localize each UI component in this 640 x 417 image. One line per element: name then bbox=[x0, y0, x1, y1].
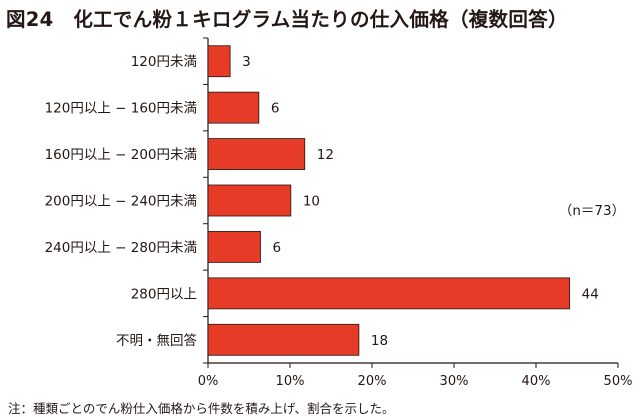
bar bbox=[207, 323, 360, 356]
sample-size-annotation: （n＝73） bbox=[559, 203, 625, 219]
x-tick-label: 50% bbox=[604, 374, 633, 389]
bar bbox=[207, 277, 571, 310]
bar bbox=[207, 91, 260, 124]
x-tick-label: 20% bbox=[358, 374, 387, 389]
data-label: 6 bbox=[271, 101, 280, 117]
x-tick-label: 40% bbox=[522, 374, 551, 389]
data-label: 18 bbox=[371, 333, 388, 349]
x-tick-label: 0% bbox=[198, 374, 219, 389]
data-label: 10 bbox=[303, 194, 320, 210]
category-label: 120円未満 bbox=[131, 54, 197, 70]
chart-title: 図24 化工でん粉１キログラム当たりの仕入価格（複数回答） bbox=[6, 8, 568, 31]
x-tick-label: 30% bbox=[440, 374, 469, 389]
data-label: 44 bbox=[582, 286, 599, 302]
data-label: 6 bbox=[272, 240, 281, 256]
category-label: 160円以上 − 200円未満 bbox=[45, 147, 197, 163]
bar bbox=[207, 184, 292, 217]
category-label: 不明・無回答 bbox=[116, 332, 197, 349]
data-label: 12 bbox=[317, 147, 334, 163]
category-label: 200円以上 − 240円未満 bbox=[45, 194, 197, 210]
data-label: 3 bbox=[242, 54, 251, 70]
category-label: 120円以上 − 160円未満 bbox=[45, 101, 197, 117]
category-label: 280円以上 bbox=[131, 286, 197, 302]
bar bbox=[207, 138, 306, 170]
bar bbox=[207, 231, 261, 263]
x-tick-label: 10% bbox=[276, 374, 305, 389]
category-label: 240円以上 − 280円未満 bbox=[45, 240, 197, 256]
bar bbox=[207, 45, 231, 78]
chart-note: 注：種類ごとのでん粉仕入価格から件数を積み上げ、割合を示した。 bbox=[8, 401, 395, 416]
